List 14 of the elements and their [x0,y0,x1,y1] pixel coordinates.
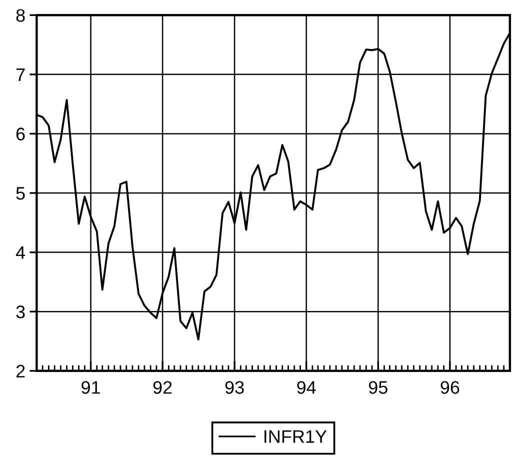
x-tick-label: 94 [297,381,316,394]
x-tick-label: 92 [153,381,172,394]
y-tick-label: 7 [16,68,25,81]
y-tick-label: 8 [16,9,25,22]
x-tick-label: 95 [368,381,388,394]
y-tick-label: 3 [16,306,25,318]
legend-label: INFR1Y [264,430,327,443]
y-tick-label: 6 [16,128,25,140]
y-tick-label: 5 [16,187,25,200]
x-tick-label: 91 [82,381,100,394]
y-tick-label: 4 [16,246,26,259]
y-tick-label: 2 [16,364,25,378]
x-tick-label: 96 [440,381,460,394]
x-tick-label: 93 [225,381,244,394]
